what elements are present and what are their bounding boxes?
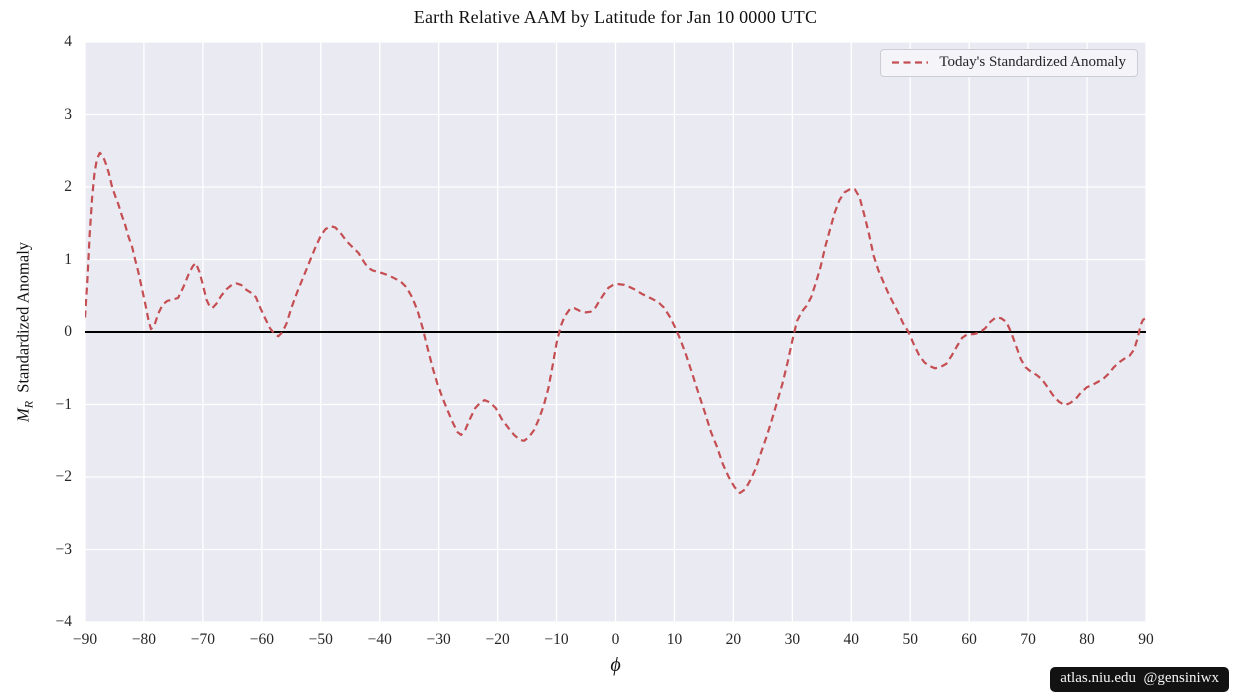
x-tick-label: 70	[1020, 631, 1036, 648]
y-tick-label: 3	[64, 105, 72, 123]
y-tick-label: −4	[55, 613, 73, 630]
x-tick-label: 10	[666, 631, 683, 648]
x-tick-label: −50	[308, 631, 333, 648]
x-tick-label: 20	[725, 631, 742, 648]
y-axis-label: MR Standardized Anomaly	[13, 242, 36, 422]
plot-canvas	[85, 42, 1146, 622]
y-axis-label-subscript: R	[21, 400, 36, 409]
x-tick-label: −80	[131, 631, 157, 648]
legend-dashed-line-sample	[892, 61, 929, 64]
plot-area: Today's Standardized Anomaly	[85, 42, 1146, 622]
x-tick-label: 90	[1138, 631, 1154, 648]
y-tick-label: 4	[64, 33, 72, 50]
x-tick-label: 0	[611, 631, 620, 648]
x-tick-label: −10	[544, 631, 569, 648]
x-tick-label: 60	[961, 631, 977, 648]
y-tick-label: −2	[55, 468, 73, 485]
x-tick-label: −70	[190, 631, 215, 648]
y-axis-label-symbol: M	[13, 408, 33, 423]
y-tick-label: 1	[64, 250, 72, 268]
watermark-badge: atlas.niu.edu @gensiniwx	[1050, 667, 1229, 692]
legend-label: Today's Standardized Anomaly	[939, 54, 1126, 70]
x-tick-label: 50	[902, 631, 918, 648]
y-tick-label: 0	[64, 323, 72, 340]
x-tick-label: −60	[249, 631, 274, 648]
x-tick-label: 30	[784, 631, 801, 648]
chart-title: Earth Relative AAM by Latitude for Jan 1…	[413, 7, 818, 27]
x-tick-label: −90	[72, 631, 98, 648]
y-tick-label: −3	[55, 540, 73, 558]
x-tick-label: −40	[367, 631, 392, 648]
anomaly-line	[85, 151, 1146, 495]
legend: Today's Standardized Anomaly	[880, 49, 1138, 77]
x-tick-label: 40	[843, 631, 860, 648]
y-axis-label-text: Standardized Anomaly	[13, 241, 33, 401]
y-tick-label: −1	[55, 395, 73, 413]
x-tick-label: −30	[426, 631, 451, 648]
y-tick-label: 2	[64, 178, 72, 195]
x-axis-label: ϕ	[610, 654, 621, 676]
x-tick-label: 80	[1079, 631, 1095, 648]
x-tick-label: −20	[485, 631, 510, 648]
